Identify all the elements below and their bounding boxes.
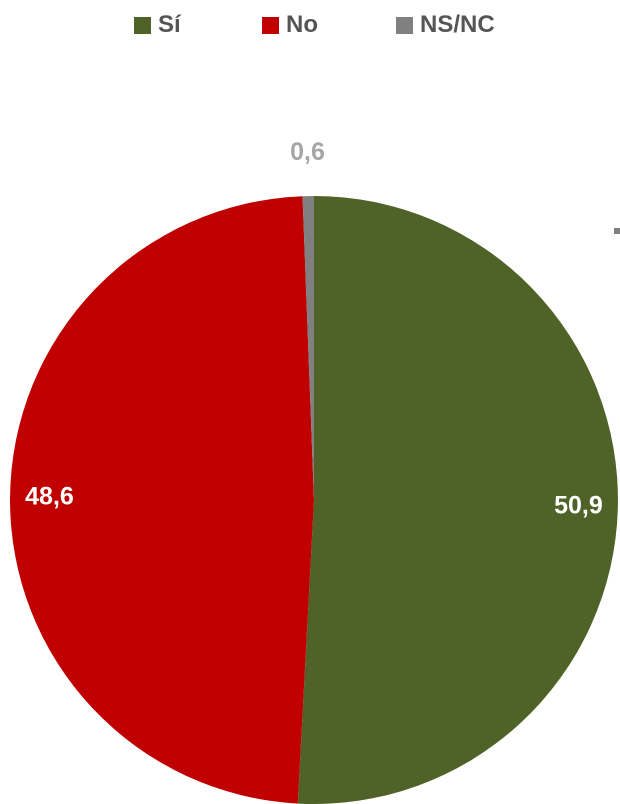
legend-swatch-no xyxy=(262,16,279,34)
pie-slice-nsnc xyxy=(302,196,314,500)
pie-slice-si xyxy=(297,196,618,804)
legend-swatch-si xyxy=(134,16,151,34)
legend-label-si: Sí xyxy=(158,11,181,38)
data-label-no: 48,6 xyxy=(25,483,74,511)
legend-item-nsnc: NS/NC xyxy=(396,10,495,40)
legend-item-no: No xyxy=(262,10,318,40)
data-label-si: 50,9 xyxy=(554,492,603,520)
pie-slice-no xyxy=(10,196,315,804)
legend-item-si: Sí xyxy=(134,10,181,40)
chart-legend: Sí No NS/NC xyxy=(0,10,620,40)
legend-swatch-nsnc xyxy=(396,16,413,34)
legend-label-no: No xyxy=(286,11,318,38)
legend-label-nsnc: NS/NC xyxy=(420,11,495,38)
pie-slices xyxy=(10,196,618,804)
data-label-nsnc: 0,6 xyxy=(290,138,325,166)
stray-marker xyxy=(614,228,620,234)
pie-data-labels: 50,9 48,6 0,6 xyxy=(25,138,603,520)
